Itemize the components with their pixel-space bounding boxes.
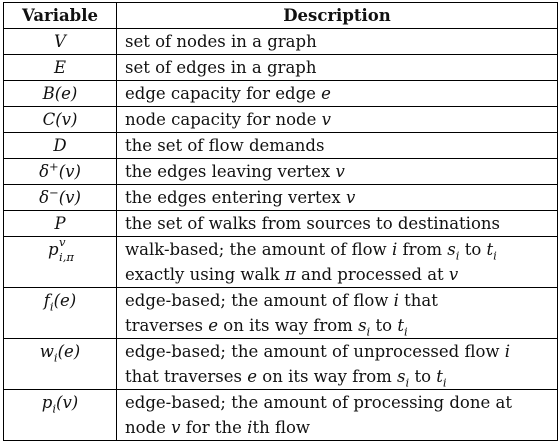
variable-cell: fi(e) [3,287,117,339]
description-cell: edge-based; the amount of flow i that tra… [116,287,558,339]
variable-cell: p v i,π [3,235,117,288]
table-header-row: Variable Description [3,2,558,29]
variable-cell: pi(v) [3,389,117,441]
variable-cell: B(e) [3,80,117,107]
description-line: node capacity for node v [125,110,331,129]
description-line: traverses e on its way from si to ti [125,316,408,339]
table-row: C(v) node capacity for node v [3,106,558,133]
description-line: the set of walks from sources to destina… [125,214,500,233]
description-cell: edge-based; the amount of unprocessed fl… [116,338,558,390]
column-header-description: Description [116,2,558,29]
variable-cell: V [3,28,117,55]
description-line: the set of flow demands [125,136,325,155]
table-row: fi(e) edge-based; the amount of flow i th… [3,287,558,339]
description-cell: node capacity for node v [116,106,558,133]
description-cell: edge-based; the amount of processing don… [116,389,558,441]
table-row: δ−(v) the edges entering vertex v [3,184,558,211]
table-row: δ+(v) the edges leaving vertex v [3,158,558,185]
description-line: walk-based; the amount of flow i from si… [125,240,497,263]
description-cell: the edges entering vertex v [116,184,558,211]
table-row: p v i,π walk-based; the amount of flow i fr… [3,235,558,288]
description-line: edge-based; the amount of flow i that [125,291,438,310]
description-line: exactly using walk π and processed at v [125,265,459,284]
description-line: edge-based; the amount of processing don… [125,393,512,412]
description-cell: set of edges in a graph [116,54,558,81]
description-line: edge capacity for edge e [125,84,331,103]
description-cell: the set of flow demands [116,132,558,159]
column-header-variable: Variable [3,2,117,29]
description-line: set of edges in a graph [125,58,317,77]
variable-cell: wi(e) [3,338,117,390]
variable-cell: δ−(v) [3,184,117,211]
description-cell: the edges leaving vertex v [116,158,558,185]
variable-cell: E [3,54,117,81]
description-line: node v for the ith flow [125,418,311,437]
table-row: wi(e) edge-based; the amount of unprocess… [3,338,558,390]
description-cell: walk-based; the amount of flow i from si… [116,236,558,288]
description-cell: the set of walks from sources to destina… [116,210,558,237]
variable-cell: δ+(v) [3,158,117,185]
description-line: edge-based; the amount of unprocessed fl… [125,342,511,361]
variable-cell: D [3,132,117,159]
description-line: the edges leaving vertex v [125,162,345,181]
table-row: B(e) edge capacity for edge e [3,80,558,107]
description-cell: set of nodes in a graph [116,28,558,55]
table-row: pi(v) edge-based; the amount of processin… [3,389,558,441]
description-cell: edge capacity for edge e [116,80,558,107]
variable-cell: C(v) [3,106,117,133]
description-line: the edges entering vertex v [125,188,356,207]
description-line: that traverses e on its way from si to t… [125,367,447,390]
description-line: set of nodes in a graph [125,32,317,51]
